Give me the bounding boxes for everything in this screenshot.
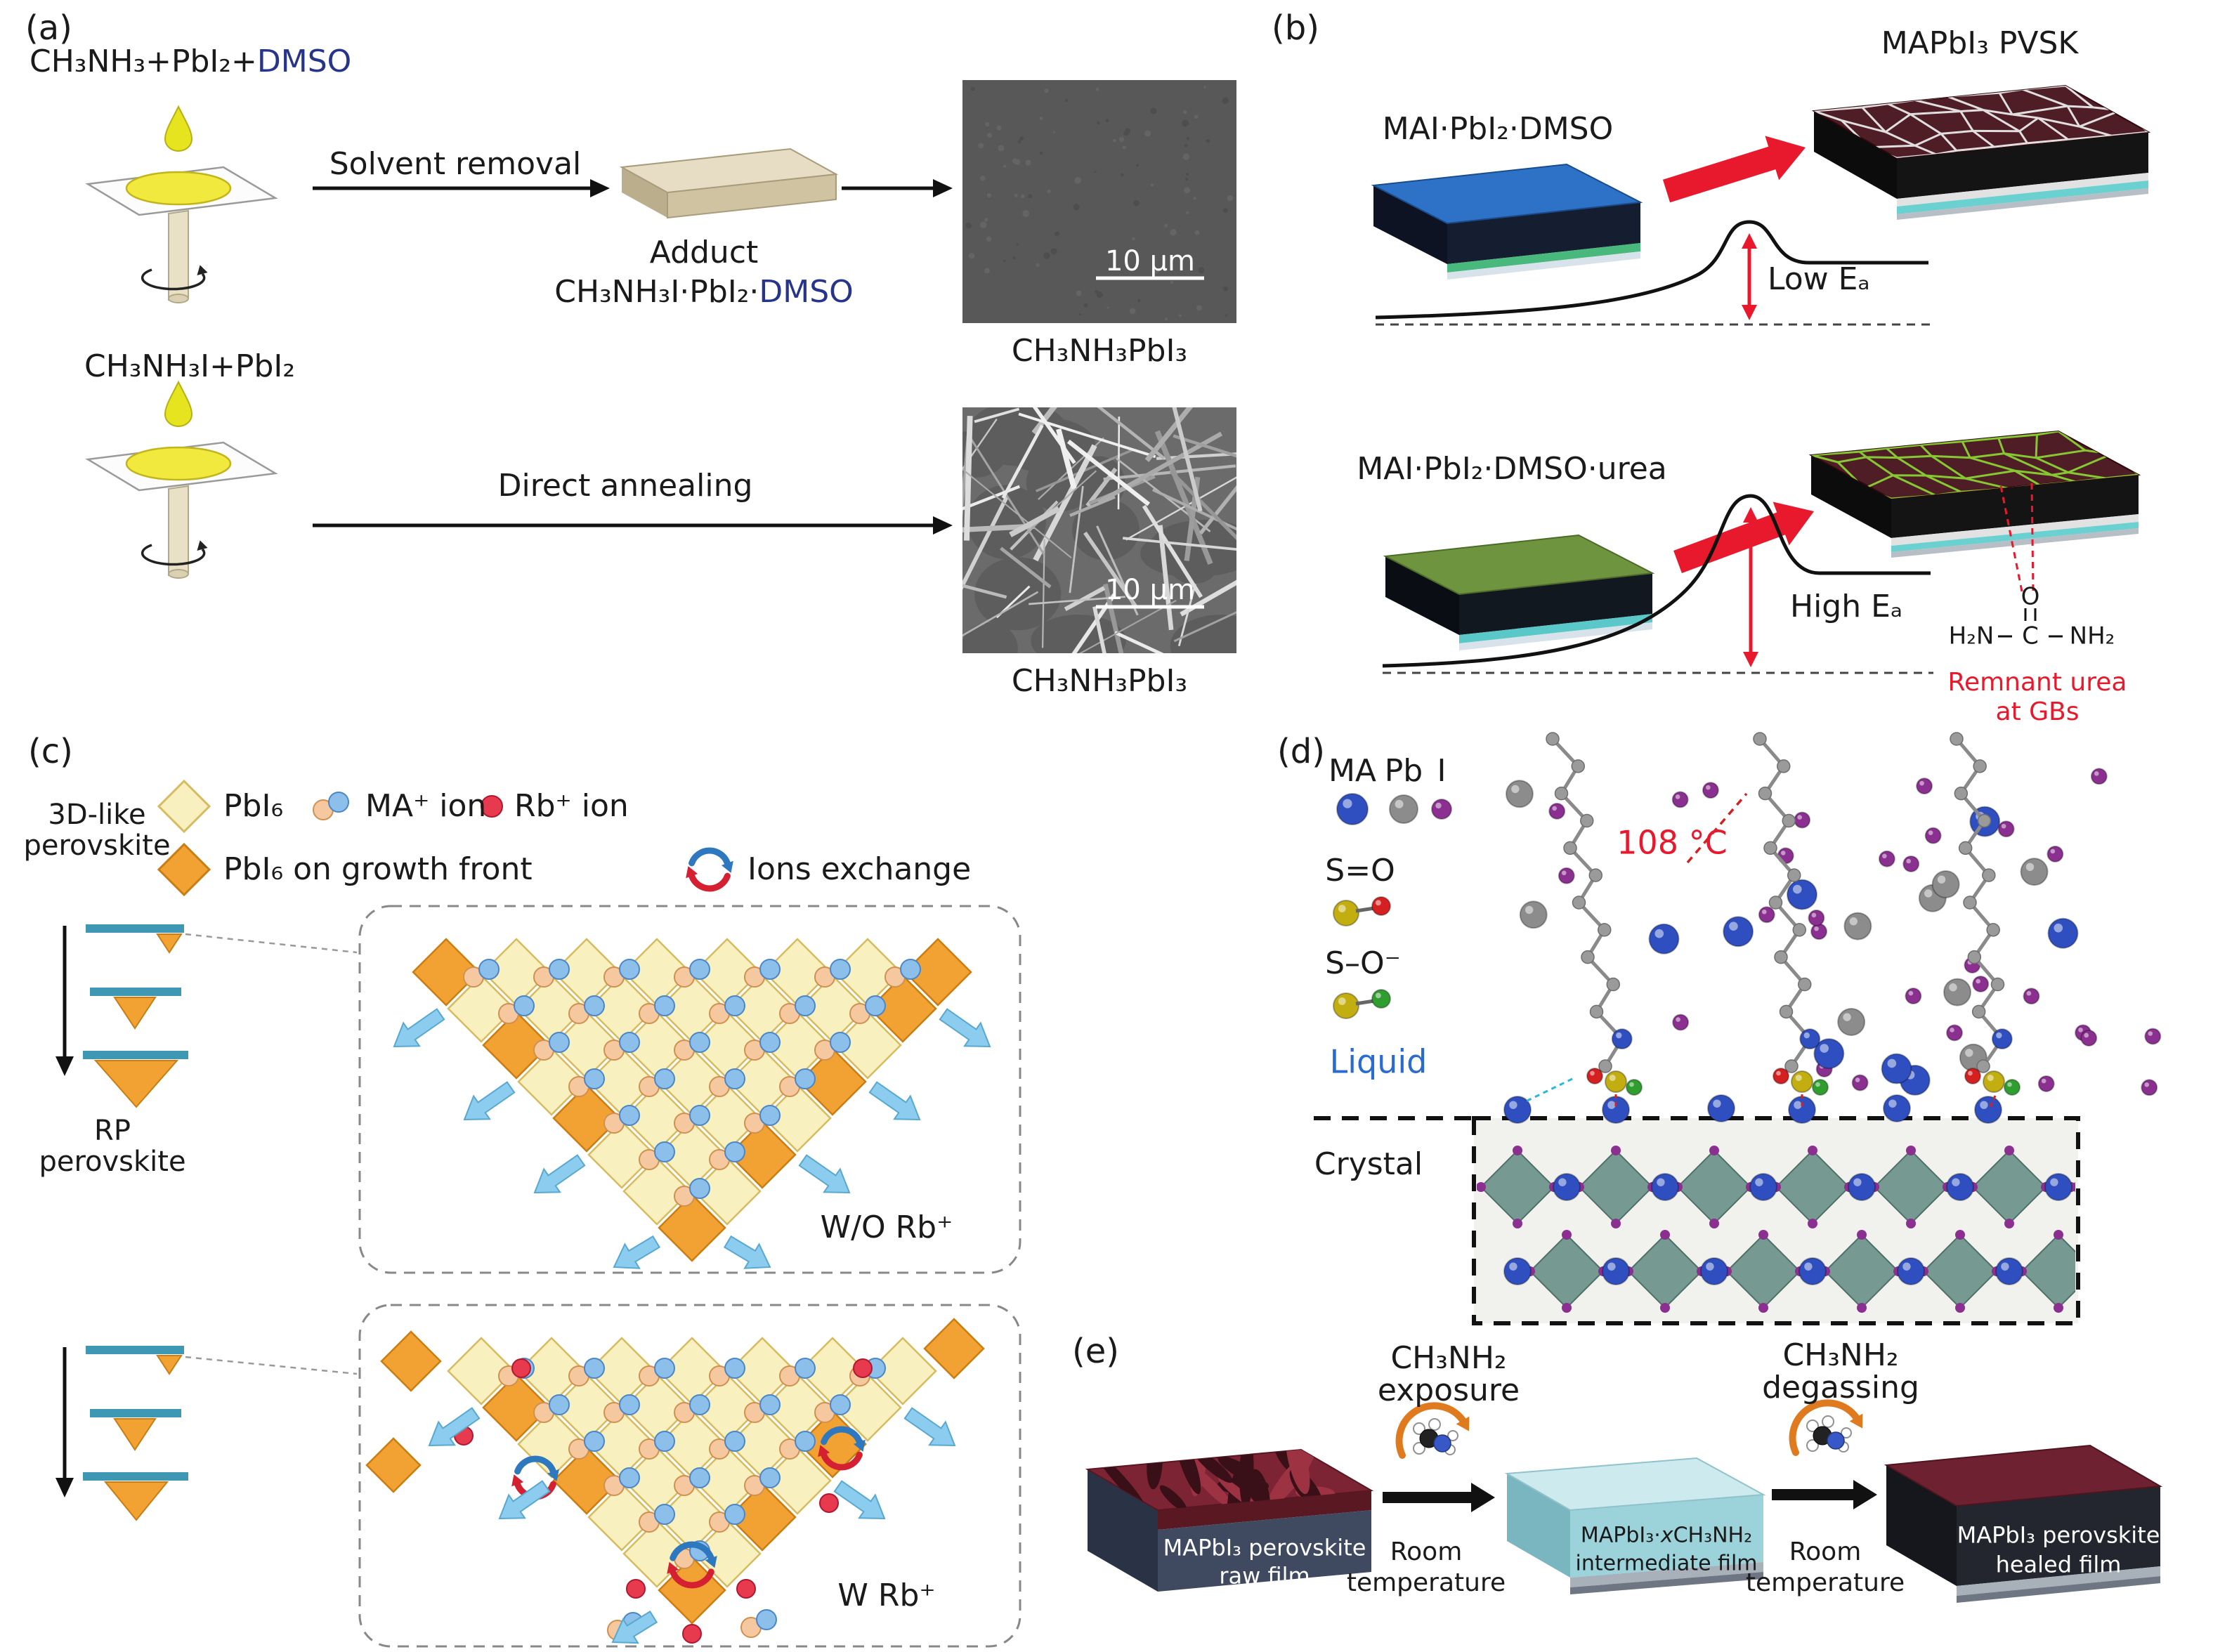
urea-c: C: [2022, 622, 2039, 650]
precursor-formula-1: CH₃NH₃+PbI₂+DMSO: [30, 44, 352, 79]
liquid-label: Liquid: [1329, 1042, 1428, 1081]
remnant-urea-line1: Remnant urea: [1947, 668, 2127, 697]
urea-nh2: NH₂: [2069, 622, 2115, 650]
degassing-line1: CH₃NH₂: [1782, 1337, 1899, 1373]
exposure-line2: exposure: [1377, 1372, 1520, 1408]
panel-d-label: (d): [1277, 732, 1325, 771]
high-ea-label: High Eₐ: [1790, 589, 1903, 624]
urea-h2n: H₂N: [1948, 622, 1995, 650]
precursor-formula-2: CH₃NH₃I+PbI₂: [84, 348, 296, 384]
rp-perovskite-line1: RP: [94, 1115, 131, 1147]
panel-e-label: (e): [1072, 1332, 1119, 1371]
urea-o: O: [2021, 582, 2040, 611]
threed-perovskite-line1: 3D-like: [48, 799, 146, 831]
legend-ma-ion-label: MA⁺ ion: [365, 787, 487, 824]
wo-rb-label: W/O Rb⁺: [820, 1209, 953, 1245]
legend-so-minus-label: S–O⁻: [1325, 945, 1401, 981]
adduct-formula-main: CH₃NH₃I·PbI₂·: [554, 273, 759, 310]
sem1-scalebar-label: 10 μm: [1104, 245, 1196, 277]
legend-pb-label: Pb: [1384, 752, 1423, 789]
healed-film-line2: healed film: [1995, 1551, 2122, 1578]
raw-film-line1: MAPbI₃ perovskite: [1163, 1534, 1366, 1561]
panel-a-label: (a): [25, 8, 72, 48]
threed-perovskite-line2: perovskite: [23, 830, 171, 862]
room-temperature-1-line1: Room: [1390, 1538, 1463, 1567]
sem2-scalebar-label: 10 μm: [1104, 574, 1196, 606]
legend-ma-label: MA: [1328, 752, 1377, 789]
degassing-line2: degassing: [1762, 1369, 1919, 1405]
room-temperature-2-line1: Room: [1789, 1538, 1862, 1567]
panel-c-label: (c): [28, 732, 73, 771]
w-rb-label: W Rb⁺: [837, 1577, 936, 1613]
legend-so-label: S=O: [1325, 852, 1395, 889]
solvent-removal-label: Solvent removal: [329, 145, 582, 182]
remnant-urea-line2: at GBs: [1995, 697, 2080, 727]
legend-pbi6-label: PbI₆: [223, 787, 284, 824]
intermediate-film-post: CH₃NH₂: [1673, 1523, 1753, 1548]
exposure-line1: CH₃NH₂: [1390, 1339, 1507, 1376]
direct-annealing-label: Direct annealing: [497, 467, 753, 504]
adduct-formula-dmso: DMSO: [759, 273, 854, 310]
adduct-label: Adduct: [649, 234, 759, 270]
intermediate-film-pre: MAPbI₃·: [1580, 1523, 1661, 1548]
intermediate-film-line1: MAPbI₃·xCH₃NH₂: [1581, 1524, 1752, 1547]
temperature-108-label: 108 °C: [1617, 823, 1728, 862]
product1-label: MAPbI₃ PVSK: [1881, 25, 2079, 61]
legend-rb-ion-label: Rb⁺ ion: [514, 787, 629, 824]
intermediate-film-line2: intermediate film: [1575, 1551, 1758, 1576]
crystal-label: Crystal: [1314, 1146, 1423, 1182]
precursor1-label: MAI·PbI₂·DMSO: [1382, 110, 1614, 147]
legend-growth-front-label: PbI₆ on growth front: [223, 851, 533, 887]
precursor2-label: MAI·PbI₂·DMSO·urea: [1357, 450, 1667, 487]
panel-b-label: (b): [1272, 8, 1319, 48]
precursor-formula-1-dmso: DMSO: [256, 44, 352, 79]
healed-film-line1: MAPbI₃ perovskite: [1957, 1521, 2160, 1549]
legend-ions-exchange-label: Ions exchange: [748, 851, 972, 887]
legend-i-label: I: [1437, 752, 1447, 789]
adduct-formula: CH₃NH₃I·PbI₂·DMSO: [554, 275, 854, 309]
room-temperature-1-line2: temperature: [1346, 1568, 1506, 1598]
sem1-product-label: CH₃NH₃PbI₃: [1011, 332, 1188, 369]
low-ea-label: Low Eₐ: [1768, 261, 1870, 297]
rp-perovskite-line2: perovskite: [39, 1146, 186, 1178]
sem2-product-label: CH₃NH₃PbI₃: [1011, 662, 1188, 699]
raw-film-line2: raw film: [1219, 1562, 1310, 1589]
room-temperature-2-line2: temperature: [1745, 1568, 1905, 1598]
intermediate-film-x: x: [1660, 1523, 1673, 1548]
precursor-formula-1-main: CH₃NH₃+PbI₂+: [30, 44, 257, 79]
